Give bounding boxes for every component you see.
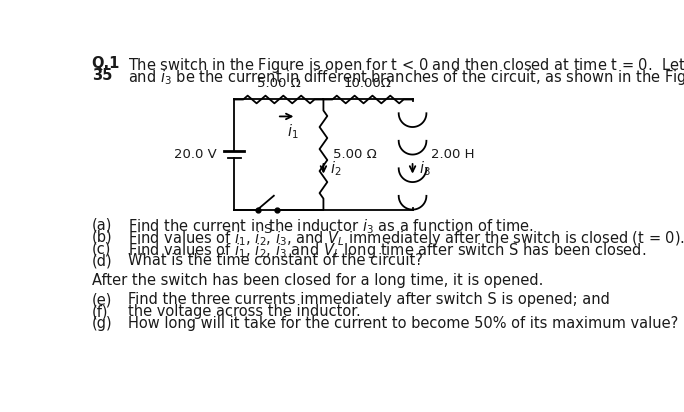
Text: Find values of $i_1$, $i_2$, $i_3$, and $V_L$ immediately after the switch is cl: Find values of $i_1$, $i_2$, $i_3$, and …	[128, 229, 684, 248]
Text: (e): (e)	[92, 293, 112, 307]
Text: $i_2$: $i_2$	[330, 159, 341, 178]
Text: After the switch has been closed for a long time, it is opened.: After the switch has been closed for a l…	[92, 273, 543, 288]
Text: 5.00 Ω: 5.00 Ω	[332, 148, 376, 161]
Text: Q.1: Q.1	[92, 56, 120, 70]
Text: 5.00 Ω: 5.00 Ω	[257, 77, 301, 90]
Text: S: S	[263, 223, 272, 236]
Text: (b): (b)	[92, 229, 112, 244]
Text: 10.00Ω: 10.00Ω	[344, 77, 392, 90]
Text: the voltage across the inductor.: the voltage across the inductor.	[128, 304, 361, 319]
Text: (d): (d)	[92, 253, 112, 268]
Text: (c): (c)	[92, 241, 111, 256]
Text: (f): (f)	[92, 304, 108, 319]
Text: 20.0 V: 20.0 V	[174, 148, 218, 161]
Text: and $i_3$ be the current in different branches of the circuit, as shown in the F: and $i_3$ be the current in different br…	[128, 68, 684, 87]
Text: (a): (a)	[92, 217, 112, 232]
Text: 35: 35	[92, 68, 112, 83]
Text: Find the three currents immediately after switch S is opened; and: Find the three currents immediately afte…	[128, 293, 610, 307]
Text: Find values of $i_1$, $i_2$, $i_3$ and $V_L$ long time after switch S has been c: Find values of $i_1$, $i_2$, $i_3$ and $…	[128, 241, 646, 260]
Text: 2.00 H: 2.00 H	[431, 148, 475, 161]
Text: How long will it take for the current to become 50% of its maximum value?: How long will it take for the current to…	[128, 316, 679, 331]
Text: $i_1$: $i_1$	[287, 123, 298, 141]
Text: (g): (g)	[92, 316, 112, 331]
Text: What is the time constant of the circuit?: What is the time constant of the circuit…	[128, 253, 423, 268]
Text: The switch in the Figure is open for t < 0 and then closed at time t = 0.  Let $: The switch in the Figure is open for t <…	[128, 56, 684, 75]
Text: $i_3$: $i_3$	[419, 159, 430, 178]
Text: Find the current in the inductor $i_3$ as a function of time.: Find the current in the inductor $i_3$ a…	[128, 217, 534, 236]
